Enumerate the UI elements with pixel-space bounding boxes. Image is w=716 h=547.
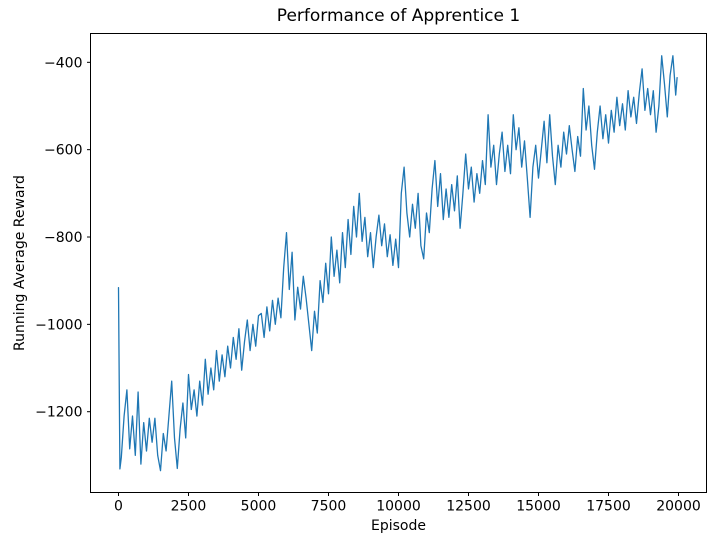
chart-title: Performance of Apprentice 1 bbox=[276, 6, 521, 26]
reward-line bbox=[117, 55, 678, 472]
x-tick-label: 0 bbox=[114, 499, 123, 515]
x-tick-label: 10000 bbox=[376, 499, 421, 515]
x-tick-label: 15000 bbox=[516, 499, 561, 515]
y-tick-label: −600 bbox=[44, 143, 82, 159]
x-tick-label: 2500 bbox=[171, 499, 207, 515]
plot-border bbox=[90, 33, 707, 493]
x-axis-label: Episode bbox=[371, 518, 426, 534]
y-tick-label: −800 bbox=[44, 230, 82, 246]
x-tick-label: 17500 bbox=[586, 499, 631, 515]
x-tick-label: 20000 bbox=[656, 499, 701, 515]
x-tick-label: 5000 bbox=[241, 499, 277, 515]
y-tick-label: −1000 bbox=[35, 317, 82, 333]
y-tick-label: −1200 bbox=[35, 405, 82, 421]
x-tick-label: 12500 bbox=[446, 499, 491, 515]
y-tick-label: −400 bbox=[44, 55, 82, 71]
x-tick-label: 7500 bbox=[311, 499, 347, 515]
